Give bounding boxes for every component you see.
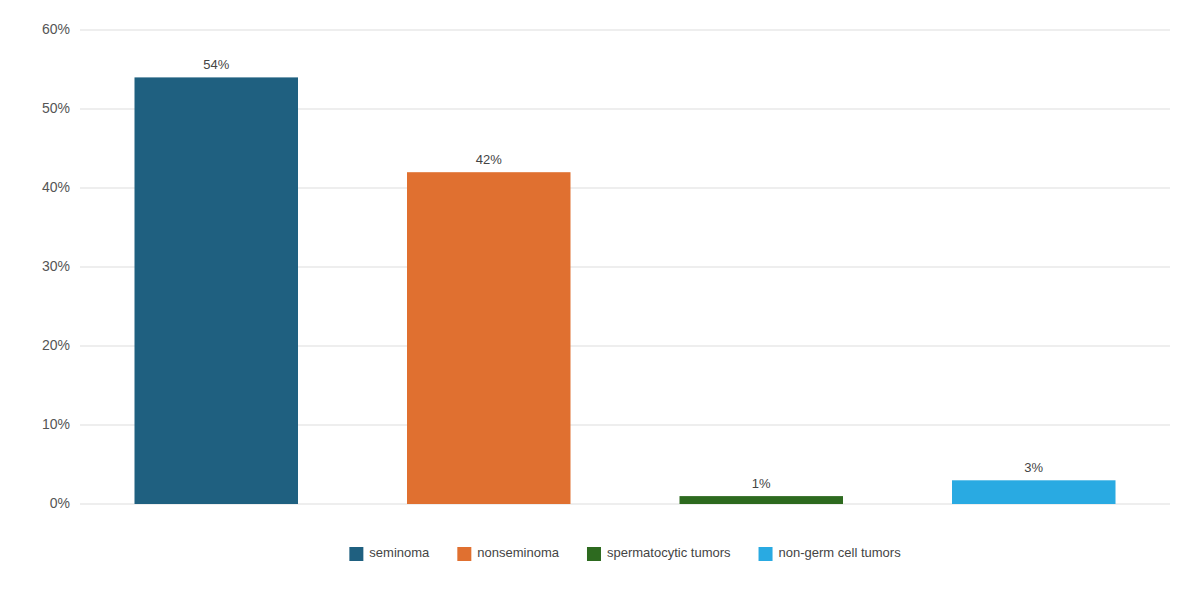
legend-swatch: [349, 547, 363, 561]
y-tick-label: 20%: [42, 337, 70, 353]
legend-item: nonseminoma: [457, 545, 559, 561]
data-label: 1%: [752, 476, 771, 491]
data-label: 54%: [203, 57, 229, 72]
y-tick-label: 30%: [42, 258, 70, 274]
chart-container: 0% 10% 20% 30% 40% 50% 60% 54% 42% 1% 3% seminoma no…: [0, 0, 1200, 594]
bars: [135, 77, 1116, 504]
grid-line: [80, 30, 1170, 31]
bar: [680, 496, 844, 504]
bar: [135, 77, 299, 504]
grid: [80, 30, 1170, 504]
data-label: 42%: [476, 152, 502, 167]
legend-label: seminoma: [369, 545, 430, 560]
bar: [407, 172, 571, 504]
y-tick-label: 10%: [42, 416, 70, 432]
legend-label: non-germ cell tumors: [779, 545, 902, 560]
legend: seminoma nonseminoma spermatocytic tumors n…: [349, 545, 901, 561]
legend-item: non-germ cell tumors: [759, 545, 902, 561]
legend-item: seminoma: [349, 545, 430, 561]
legend-swatch: [587, 547, 601, 561]
data-label: 3%: [1024, 460, 1043, 475]
y-tick-label: 0%: [50, 495, 70, 511]
legend-item: spermatocytic tumors: [587, 545, 731, 561]
y-tick-label: 60%: [42, 21, 70, 37]
legend-swatch: [457, 547, 471, 561]
bar: [952, 480, 1116, 504]
y-tick-label: 40%: [42, 179, 70, 195]
legend-label: spermatocytic tumors: [607, 545, 731, 560]
chart-svg: 0% 10% 20% 30% 40% 50% 60% 54% 42% 1% 3% seminoma no…: [0, 0, 1200, 594]
y-tick-label: 50%: [42, 100, 70, 116]
legend-label: nonseminoma: [477, 545, 559, 560]
legend-swatch: [759, 547, 773, 561]
